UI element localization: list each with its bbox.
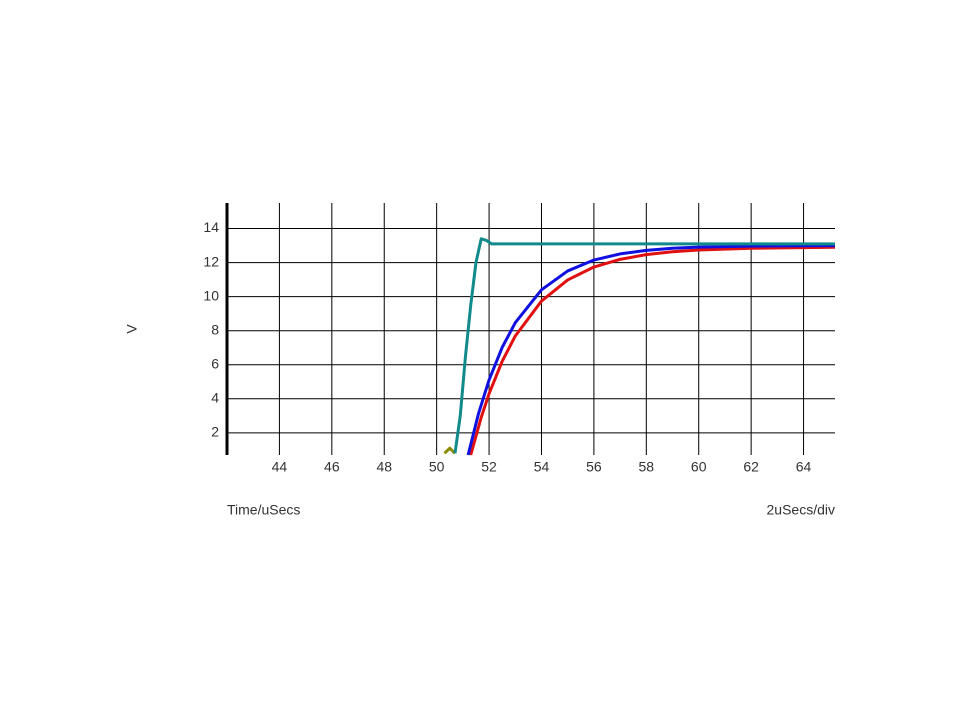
y-axis-label: V [124,324,140,334]
x-tick-label: 56 [586,459,602,475]
x-tick-label: 44 [272,459,288,475]
y-tick-label: 4 [211,390,219,406]
x-tick-label: 46 [324,459,340,475]
x-tick-label: 62 [743,459,759,475]
y-tick-label: 10 [203,287,219,303]
series-line [469,245,836,456]
x-axis-label: Time/uSecs [227,502,300,518]
x-tick-label: 54 [534,459,550,475]
x-tick-label: 58 [639,459,655,475]
y-tick-label: 12 [203,253,219,269]
series-line [443,446,457,455]
series-line [453,237,835,454]
series-line [466,244,836,456]
x-tick-label: 64 [796,459,812,475]
y-tick-label: 8 [211,321,219,337]
y-tick-label: 14 [203,219,219,235]
x-tick-label: 50 [429,459,445,475]
y-tick-label: 2 [211,424,219,440]
annotation: 2uSecs/div [767,502,835,518]
y-tick-label: 6 [211,355,219,371]
x-tick-label: 60 [691,459,707,475]
x-tick-label: 52 [481,459,497,475]
x-tick-label: 48 [376,459,392,475]
